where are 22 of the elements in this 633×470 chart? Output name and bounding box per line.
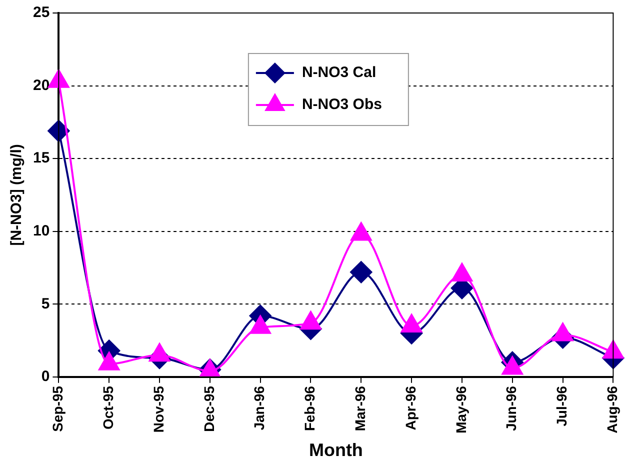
y-tick-label: 0	[41, 368, 50, 386]
x-tick-label: Apr-96	[402, 386, 418, 430]
x-tick-label: Jan-96	[251, 386, 268, 430]
legend-label: N-NO3 Cal	[302, 64, 376, 82]
y-axis-title: [N-NO3] (mg/l)	[8, 144, 26, 246]
y-tick-label: 5	[41, 295, 50, 312]
x-tick-label: Oct-95	[100, 386, 116, 430]
x-tick-label: Feb-96	[302, 386, 318, 432]
x-tick-label: Sep-95	[50, 386, 66, 432]
x-tick-label: Aug-96	[604, 386, 620, 434]
x-tick-label: Jun-96	[503, 386, 520, 432]
y-tick-label: 20	[32, 76, 50, 94]
y-tick-label: 25	[32, 4, 50, 22]
legend-label: N-NO3 Obs	[302, 96, 382, 114]
x-tick-label: May-96	[452, 386, 469, 434]
y-tick-label: 10	[32, 222, 50, 240]
y-tick-label: 15	[32, 150, 50, 167]
x-tick-label: Mar-96	[352, 386, 368, 432]
x-tick-label: Jul-96	[554, 386, 570, 426]
x-axis-title: Month	[308, 440, 363, 460]
x-tick-label: Dec-95	[200, 386, 217, 432]
x-tick-label: Nov-95	[150, 386, 166, 433]
